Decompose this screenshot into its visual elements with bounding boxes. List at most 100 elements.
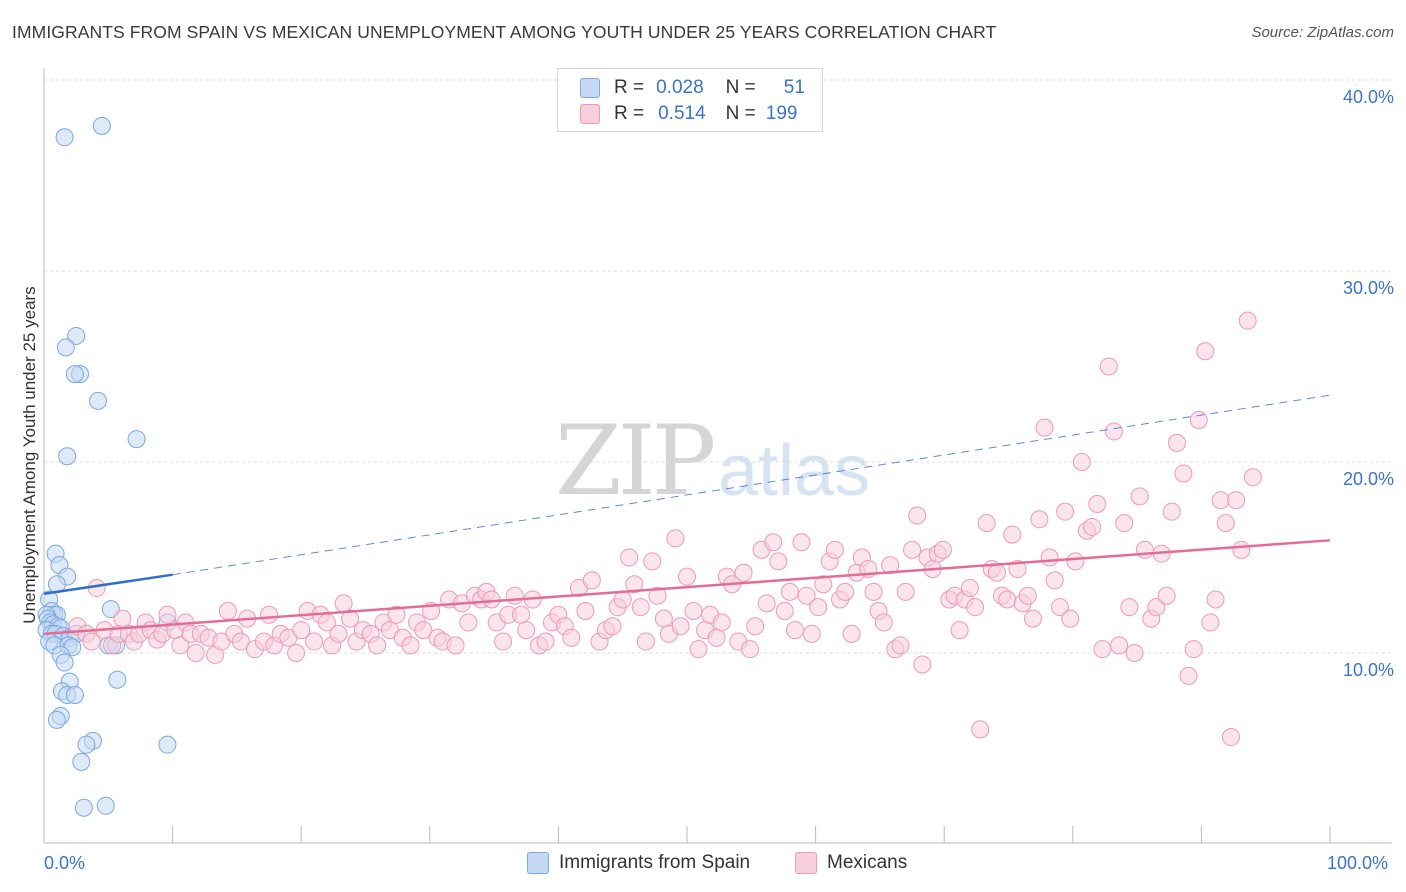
chart-title: IMMIGRANTS FROM SPAIN VS MEXICAN UNEMPLO… — [12, 22, 997, 42]
mexicans-point — [1189, 410, 1208, 429]
mexicans-point — [1003, 525, 1022, 544]
spain-point — [101, 600, 120, 619]
y-tick-label: 30.0% — [1342, 278, 1394, 298]
legend-label: Immigrants from Spain — [559, 852, 751, 873]
source-label: Source: ZipAtlas.com — [1251, 24, 1394, 41]
mexicans-point — [1179, 666, 1198, 685]
mexicans-point — [82, 632, 101, 651]
spain-point — [56, 338, 75, 357]
mexicans-point — [1184, 640, 1203, 659]
mexicans-point — [654, 609, 673, 628]
mexicans-point — [1061, 609, 1080, 628]
legend-label: Mexicans — [827, 852, 908, 873]
mexicans-point — [780, 582, 799, 601]
mexicans-point — [1023, 609, 1042, 628]
trend-lines — [43, 394, 1331, 636]
mexicans-point — [1115, 514, 1134, 533]
mexicans-point — [512, 605, 531, 624]
mexicans-point — [401, 636, 420, 655]
mexicans-point — [1018, 586, 1037, 605]
mexicans-point — [689, 640, 708, 659]
mexicans-point — [1045, 571, 1064, 590]
mexicans-point — [1056, 502, 1075, 521]
mexicans-point — [842, 624, 861, 643]
spain-point — [96, 796, 115, 815]
mexicans-point — [707, 628, 726, 647]
r-label: R = — [614, 103, 645, 124]
spain-point — [108, 670, 127, 689]
n-value: 51 — [783, 77, 805, 98]
mexicans-point — [825, 540, 844, 559]
mexicans-point — [1167, 433, 1186, 452]
mexicans-point — [757, 594, 776, 613]
mexicans-point — [231, 632, 250, 651]
mexicans-point — [891, 636, 910, 655]
mexicans-point — [171, 636, 190, 655]
mexicans-point — [368, 636, 387, 655]
mexicans-point — [636, 632, 655, 651]
mexicans-point — [678, 567, 696, 586]
mexicans-point — [1201, 613, 1220, 632]
mexicans-point — [1030, 510, 1049, 529]
legend-row-spain: R = 0.028 N = 51 — [580, 76, 805, 100]
mexicans-point — [809, 598, 828, 617]
mexicans-point — [1157, 586, 1176, 605]
mexicans-point — [1066, 552, 1085, 571]
mexicans-point — [1099, 357, 1118, 376]
mexicans-swatch — [795, 852, 817, 874]
mexicans-point — [1083, 517, 1102, 536]
x-tick-label: 0.0% — [44, 853, 86, 873]
mexicans-point — [1120, 598, 1139, 617]
mexicans-point — [712, 613, 731, 632]
mexicans-point — [505, 586, 524, 605]
legend-item-spain: Immigrants from Spain — [527, 852, 750, 874]
mexicans-point — [741, 640, 760, 659]
y-tick-label: 40.0% — [1342, 87, 1394, 107]
spain-point — [65, 686, 84, 705]
mexicans-point — [1072, 453, 1091, 471]
watermark-zip: ZIP — [555, 405, 716, 517]
mexicans-point — [666, 529, 685, 548]
mexicans-point — [684, 601, 703, 620]
mexicans-point — [113, 609, 132, 628]
mexicans-point — [260, 605, 279, 624]
mexicans-point — [613, 590, 632, 609]
mexicans-point — [1211, 491, 1230, 510]
mexicans-point — [1174, 464, 1193, 483]
mexicans-point — [671, 617, 690, 636]
mexicans-point — [908, 506, 927, 525]
mexicans-point — [1040, 548, 1059, 567]
mexicans-point — [1130, 487, 1149, 506]
mexicans-point — [158, 605, 177, 624]
spain-point — [92, 116, 111, 135]
mexicans-point — [446, 636, 465, 655]
mexicans-point — [769, 552, 788, 571]
mexicans-point — [903, 540, 922, 559]
mexicans-point — [305, 632, 324, 651]
mexicans-point — [1221, 728, 1240, 747]
mexicans-point — [836, 582, 855, 601]
mexicans-point — [950, 621, 969, 640]
spain-point — [77, 735, 96, 754]
mexicans-point — [494, 632, 513, 651]
mexicans-point — [414, 621, 433, 640]
mexicans-point — [562, 628, 581, 647]
mexicans-point — [643, 552, 662, 571]
mexicans-swatch — [580, 104, 600, 124]
mexicans-point — [896, 582, 915, 601]
r-value: 0.028 — [656, 77, 704, 98]
mexicans-point — [334, 594, 353, 613]
mexicans-point — [582, 571, 601, 590]
mexicans-point — [960, 579, 979, 598]
spain-point — [72, 752, 91, 771]
mexicans-point — [536, 632, 555, 651]
mexicans-point — [734, 563, 753, 582]
spain-point — [55, 128, 74, 147]
mexicans-point — [802, 624, 821, 643]
mexicans-point — [977, 514, 996, 533]
mexicans-point — [292, 621, 311, 640]
mexicans-point — [998, 590, 1017, 609]
spain-point — [127, 430, 146, 449]
mexicans-point — [775, 601, 794, 620]
